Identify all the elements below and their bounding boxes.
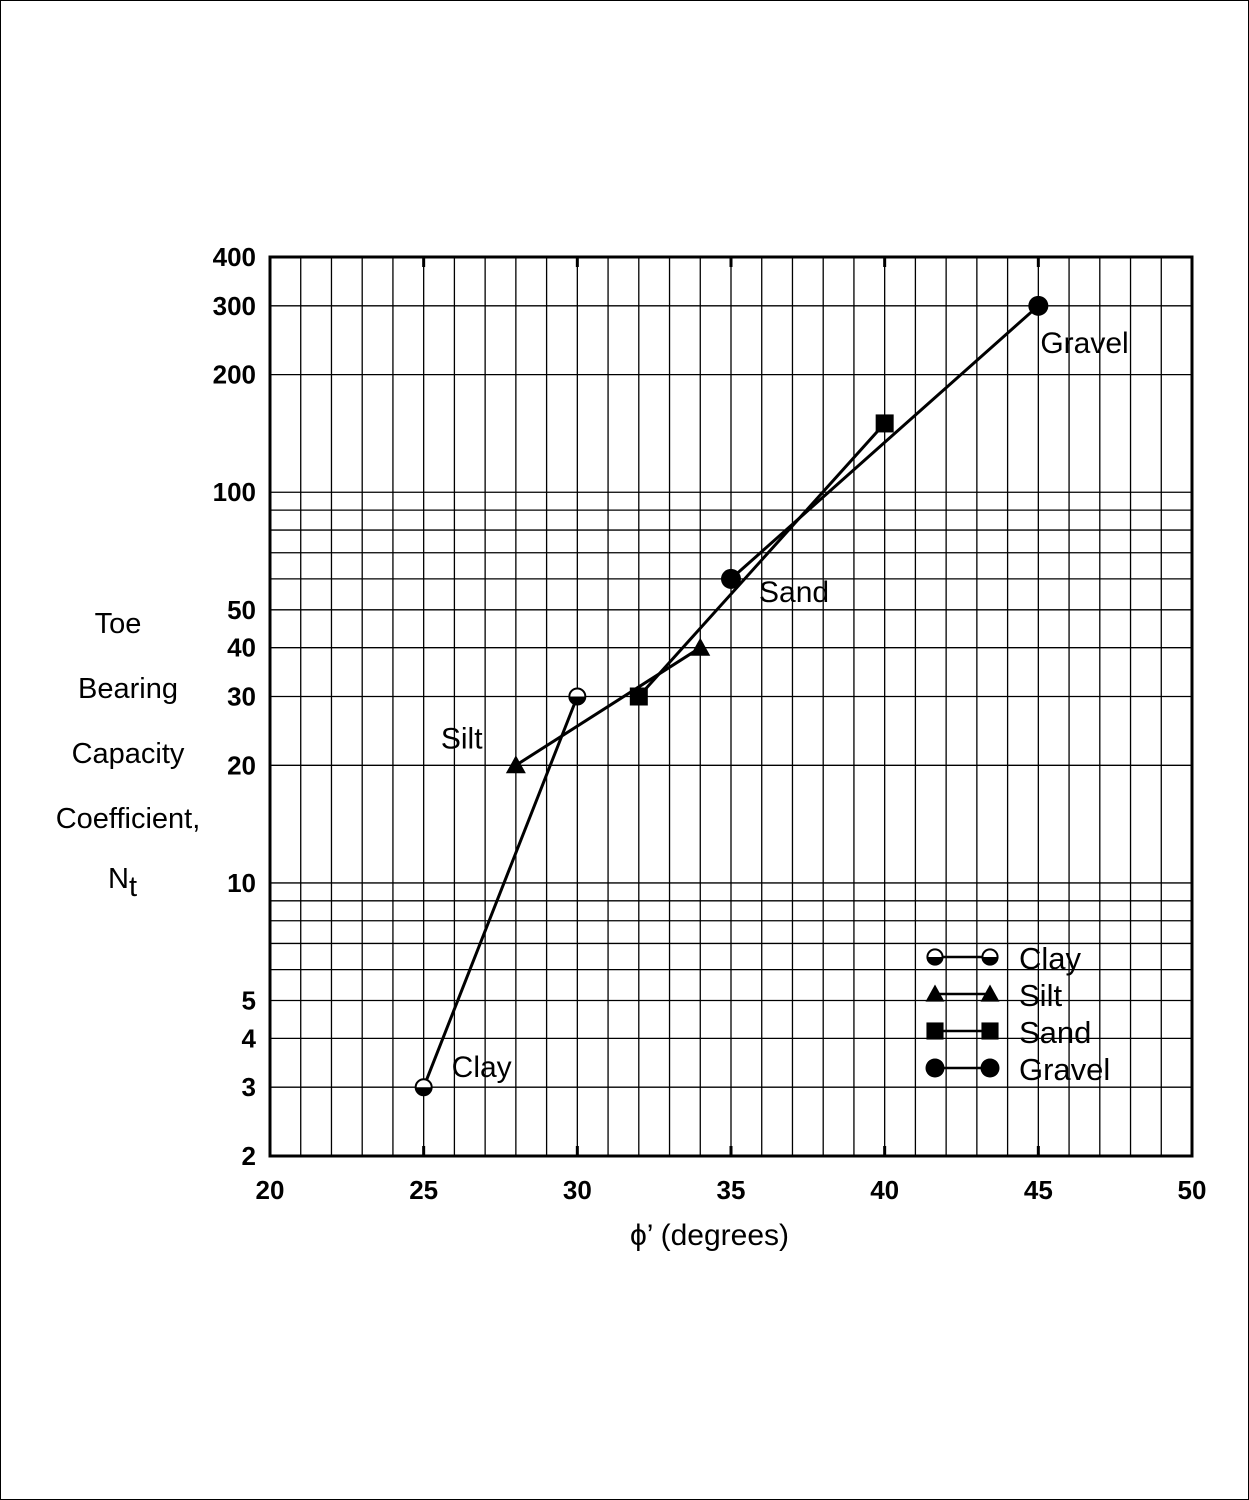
legend-marker-gravel [980, 1058, 1000, 1078]
series-line-silt [515, 646, 702, 767]
y-tick-label: 4 [242, 1023, 257, 1053]
y-tick-label: 40 [227, 633, 256, 663]
data-point-sand [629, 687, 648, 706]
annotation-sand: Sand [759, 576, 829, 609]
legend-label-silt: Silt [1019, 978, 1062, 1013]
y-tick-label: 200 [213, 360, 256, 390]
y-tick-label: 300 [213, 291, 256, 321]
x-tick-label: 45 [1024, 1175, 1053, 1205]
y-tick-label: 2 [242, 1141, 256, 1171]
series-line-clay [422, 695, 579, 1088]
legend-label-sand: Sand [1019, 1015, 1091, 1050]
data-point-sand [875, 414, 894, 433]
data-point-gravel [721, 568, 741, 589]
y-axis-title-line: Bearing [78, 673, 178, 705]
annotation-silt: Silt [441, 722, 483, 755]
data-point-clay-fill [415, 1087, 432, 1096]
legend-label-gravel: Gravel [1019, 1052, 1110, 1087]
y-axis-title-line: Toe [95, 608, 142, 640]
data-point-clay-fill [569, 696, 586, 705]
y-tick-label: 20 [227, 750, 256, 780]
x-axis-title: ϕ’ (degrees) [630, 1219, 789, 1252]
series-line-sand [637, 422, 886, 698]
x-tick-label: 25 [409, 1175, 438, 1205]
y-axis-title-line: Coefficient, [56, 803, 201, 835]
series-line-gravel [730, 304, 1040, 581]
y-tick-label: 10 [227, 868, 256, 898]
legend-marker-clay-fill [982, 957, 998, 965]
legend-marker-gravel [925, 1058, 945, 1078]
legend-marker-sand [981, 1022, 999, 1040]
legend-label-clay: Clay [1019, 941, 1082, 976]
data-point-gravel [1028, 295, 1049, 316]
legend-marker-silt [980, 984, 1000, 1002]
y-axis-title-symbol: Nt [108, 863, 137, 903]
legend-marker-silt [925, 984, 945, 1002]
y-tick-label: 400 [213, 242, 256, 272]
y-tick-label: 3 [242, 1072, 256, 1102]
x-tick-label: 40 [870, 1175, 899, 1205]
grid [270, 257, 1192, 1156]
data-point-silt [690, 637, 711, 656]
y-tick-label: 5 [242, 986, 256, 1016]
x-tick-label: 50 [1178, 1175, 1207, 1205]
annotation-gravel: Gravel [1040, 327, 1128, 360]
annotation-clay: Clay [452, 1051, 512, 1084]
y-tick-label: 30 [227, 682, 256, 712]
x-tick-label: 20 [256, 1175, 285, 1205]
x-tick-label: 35 [717, 1175, 746, 1205]
data-point-silt [505, 755, 526, 774]
y-tick-label: 100 [213, 477, 256, 507]
y-axis-title-line: Capacity [72, 738, 185, 770]
x-tick-label: 30 [563, 1175, 592, 1205]
y-tick-label: 50 [227, 595, 256, 625]
legend-marker-clay-fill [927, 957, 943, 965]
legend-marker-sand [926, 1022, 944, 1040]
